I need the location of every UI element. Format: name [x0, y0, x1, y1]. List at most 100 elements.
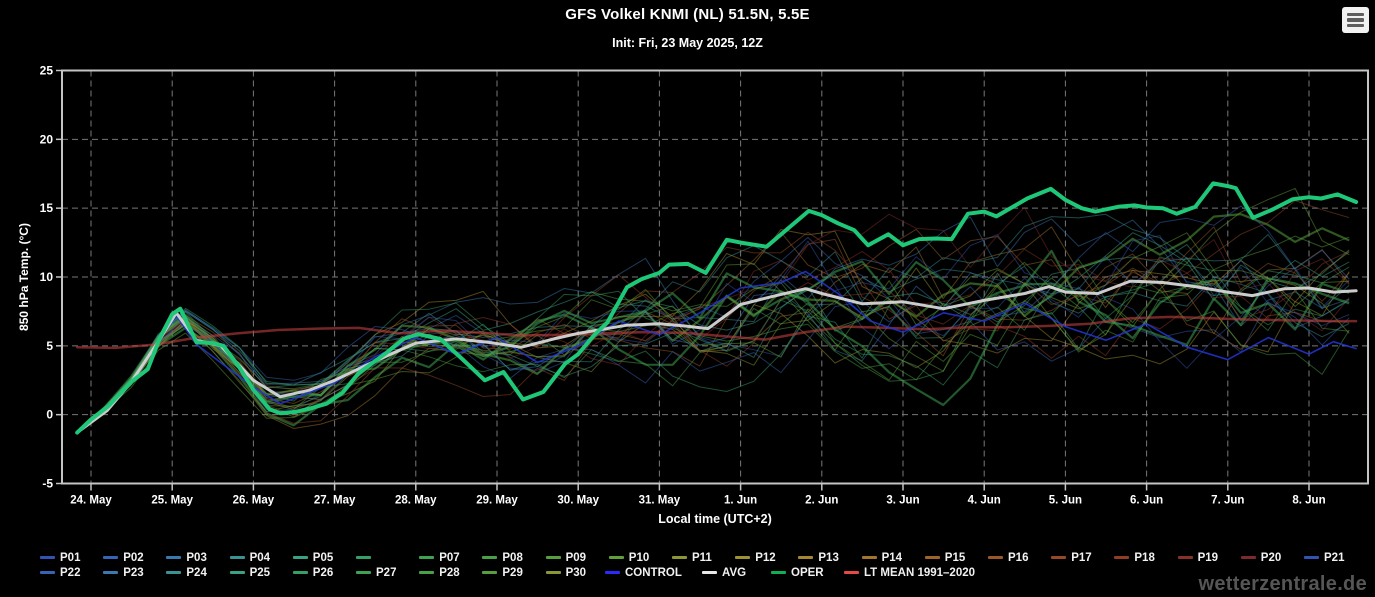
legend-swatch: [545, 556, 561, 559]
legend-label: P02: [123, 551, 144, 564]
legend-label: P04: [249, 551, 271, 564]
legend-swatch: [702, 571, 717, 574]
legend-swatch: [292, 556, 308, 559]
legend-swatch: [229, 556, 245, 559]
legend-item-p01: P01: [40, 551, 80, 564]
legend-item-p08: P08: [482, 551, 523, 564]
legend-label: P25: [249, 566, 271, 579]
ensemble-member-line-P22: [76, 205, 1350, 433]
page-title: GFS Volkel KNMI (NL) 51.5N, 5.5E: [565, 6, 810, 23]
series-line-oper: [75, 181, 1359, 435]
init-time-subtitle: Init: Fri, 23 May 2025, 12Z: [612, 36, 763, 50]
legend-item-p03: P03: [166, 551, 207, 564]
legend-swatch: [771, 571, 786, 574]
legend-item-p17: P17: [1051, 551, 1092, 564]
legend-item-p23: P23: [103, 566, 144, 579]
x-axis-title: Local time (UTC+2): [658, 512, 772, 526]
legend-item-oper: OPER: [771, 566, 824, 579]
series-line-control: [76, 270, 1357, 434]
legend-item-p16: P16: [988, 551, 1028, 564]
legend-label: P14: [881, 551, 903, 564]
series-line-lt-mean-1991–2020: [75, 315, 1358, 350]
x-tick-label: 30. May: [557, 495, 599, 507]
legend-label: P16: [1008, 551, 1029, 564]
legend-item-p28: P28: [419, 566, 460, 579]
legend-swatch: [861, 556, 877, 559]
legend-item-p04: P04: [229, 551, 271, 564]
legend-item-p11: P11: [672, 551, 712, 564]
legend-item-p30: P30: [545, 566, 586, 579]
legend-item-p20: P20: [1240, 551, 1282, 564]
legend-swatch: [40, 556, 55, 559]
x-tick-label: 24. May: [70, 495, 112, 507]
legend-swatch: [924, 556, 940, 559]
x-tick-label: 8. Jun: [1292, 495, 1325, 507]
legend-item-p13: P13: [798, 551, 839, 564]
legend-item-p09: P09: [545, 551, 586, 564]
legend-item-p29: P29: [482, 566, 523, 579]
legend-label: P24: [186, 566, 207, 579]
legend-label: P10: [628, 551, 650, 564]
legend-item-p05: P05: [292, 551, 334, 564]
legend-item-p10: P10: [608, 551, 650, 564]
legend-item-p27: P27: [356, 566, 396, 579]
legend-item-p14: P14: [861, 551, 903, 564]
legend-swatch: [482, 571, 498, 574]
y-tick-label: 0: [46, 408, 53, 422]
legend-label: P07: [439, 551, 460, 564]
legend-swatch: [1114, 556, 1130, 559]
y-tick-label: -5: [42, 477, 53, 491]
legend-swatch: [735, 556, 751, 559]
legend-swatch: [166, 571, 182, 574]
ensemble-member-line-P14: [76, 226, 1350, 433]
legend-swatch: [672, 556, 687, 559]
ensemble-member-line-P26: [76, 257, 1350, 433]
x-tick-label: 5. Jun: [1049, 495, 1082, 507]
legend-label: P21: [1324, 551, 1345, 564]
legend-item-control: CONTROL: [605, 566, 682, 579]
legend-label: P05: [312, 551, 334, 564]
legend-item-p12: P12: [735, 551, 776, 564]
legend-label: LT MEAN 1991–2020: [864, 566, 976, 579]
legend-item-p21: P21: [1304, 551, 1344, 564]
legend-swatch: [1304, 556, 1319, 559]
y-tick-label: 15: [40, 201, 54, 215]
legend-item-p26: P26: [292, 566, 333, 579]
legend-label: P20: [1260, 551, 1282, 564]
legend-swatch: [1177, 556, 1193, 559]
legend-item-p18: P18: [1114, 551, 1155, 564]
legend-label: P28: [439, 566, 460, 579]
legend-swatch: [844, 571, 859, 574]
legend-label: P15: [944, 551, 966, 564]
legend-label: P22: [60, 566, 81, 579]
hamburger-menu-icon: [1347, 12, 1364, 17]
x-tick-label: 25. May: [151, 495, 193, 507]
hamburger-menu-button[interactable]: [1342, 7, 1369, 33]
legend-item-p22: P22: [40, 566, 80, 579]
legend-item-avg: AVG: [702, 566, 746, 579]
legend-item-p15: P15: [924, 551, 966, 564]
legend-swatch: [419, 556, 435, 559]
legend-swatch: [605, 571, 620, 574]
legend-swatch: [356, 571, 371, 574]
ensemble-member-line-P04: [76, 265, 1350, 433]
legend-swatch: [166, 556, 182, 559]
ensemble-member-line-P30: [76, 232, 1350, 433]
legend-swatch: [1051, 556, 1067, 559]
legend-label: P29: [502, 566, 523, 579]
x-tick-label: 6. Jun: [1130, 495, 1163, 507]
legend-label: AVG: [722, 566, 747, 579]
legend-swatch: [482, 556, 498, 559]
x-tick-label: 31. May: [639, 495, 681, 507]
y-tick-label: 10: [40, 270, 54, 284]
legend-label: P17: [1071, 551, 1092, 564]
legend-item-p24: P24: [166, 566, 207, 579]
legend-swatch: [419, 571, 435, 574]
legend-label: P13: [818, 551, 839, 564]
x-tick-label: 28. May: [395, 495, 437, 507]
hamburger-menu-icon: [1347, 18, 1364, 22]
legend-item-p07: P07: [419, 551, 460, 564]
x-tick-label: 27. May: [314, 495, 356, 507]
legend-label: P03: [186, 551, 207, 564]
